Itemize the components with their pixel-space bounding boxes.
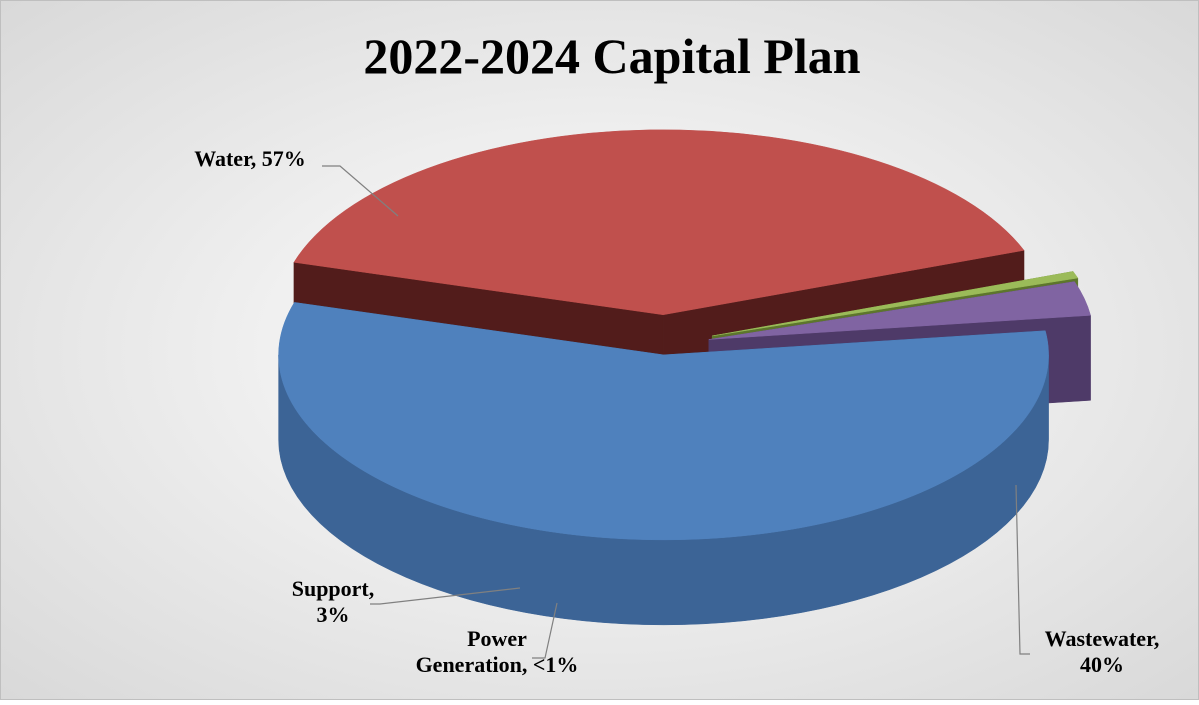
slice-top-wastewater <box>293 129 1025 316</box>
data-label-power-generation-line-2: Generation, <1% <box>416 652 579 677</box>
labels-layer: Water, 57% Wastewater,40% PowerGeneration,… <box>194 146 1159 677</box>
leader-line-support <box>370 587 521 605</box>
leader-line-water <box>322 165 399 217</box>
data-label-wastewater-line-1: Wastewater, <box>1045 626 1160 651</box>
data-label-support-line-1: Support, <box>292 576 375 601</box>
chart-title: 2022-2024 Capital Plan <box>363 28 860 84</box>
leader-line-wastewater <box>1015 484 1030 655</box>
slice-top-power-generation <box>712 271 1079 337</box>
data-label-support-line-2: 3% <box>317 602 350 627</box>
slice-water <box>278 302 1049 626</box>
slice-top-support <box>708 281 1091 340</box>
slice-top-water <box>278 302 1049 541</box>
slices-layer <box>278 129 1091 626</box>
data-label-water: Water, 57% <box>194 146 306 171</box>
data-label-wastewater-line-2: 40% <box>1080 652 1124 677</box>
data-label-power-generation-line-1: Power <box>467 626 527 651</box>
leader-line-power-generation <box>532 602 558 659</box>
